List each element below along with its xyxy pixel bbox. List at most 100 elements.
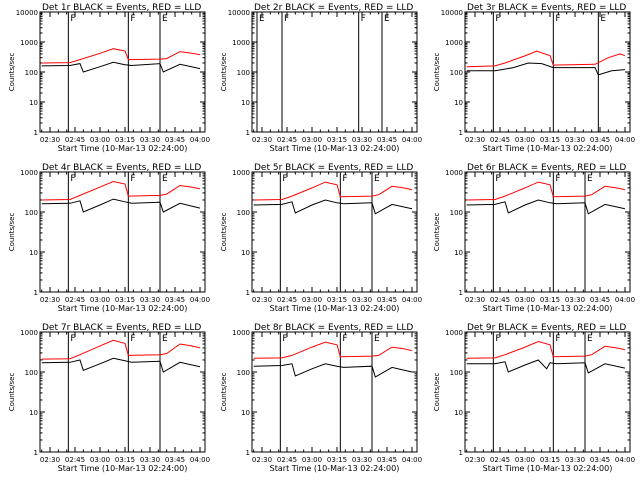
event-marker-label: F xyxy=(555,174,560,184)
y-tick-label: 10 xyxy=(454,409,463,417)
event-marker-label: F xyxy=(284,14,289,24)
panel-title: Det 1r BLACK = Events, RED = LLD xyxy=(42,3,201,13)
x-tick-label: 03:15 xyxy=(327,296,347,304)
x-tick-label: 03:15 xyxy=(540,136,560,144)
x-tick-label: 02:45 xyxy=(490,296,510,304)
x-tick-label: 03:15 xyxy=(327,456,347,464)
y-tick-label: 1 xyxy=(246,129,250,137)
x-tick-label: 03:45 xyxy=(165,136,185,144)
y-tick-label: 10 xyxy=(454,249,463,257)
event-marker-label: F xyxy=(495,14,500,24)
event-marker-label: E xyxy=(587,174,593,184)
y-tick-label: 1 xyxy=(246,449,250,457)
y-tick-label: 1000 xyxy=(20,169,38,177)
y-tick-label: 100 xyxy=(237,369,250,377)
detector-panel-1: Det 1r BLACK = Events, RED = LLD 1 10 100 10… xyxy=(8,3,210,153)
plot-frame xyxy=(251,331,418,453)
y-tick-label: 1 xyxy=(246,289,250,297)
y-tick-label: 100 xyxy=(25,209,38,217)
x-tick-label: 03:15 xyxy=(115,296,135,304)
x-axis-label: Start Time (10-Mar-13 02:24:00) xyxy=(483,464,613,473)
event-marker-label: E xyxy=(374,334,380,344)
panel-title: Det 2r BLACK = Events, RED = LLD xyxy=(254,3,413,13)
x-tick-label: 02:45 xyxy=(490,136,510,144)
x-tick-label: 02:30 xyxy=(40,456,60,464)
detector-panel-9: Det 9r BLACK = Events, RED = LLD 1 10 100 10… xyxy=(433,323,635,473)
series-line-lld xyxy=(41,48,201,64)
series-line-lld xyxy=(41,339,201,360)
series-line-lld xyxy=(253,181,413,201)
y-tick-label: 100 xyxy=(25,369,38,377)
detector-panel-2: Det 2r BLACK = Events, RED = LLD 1 10 100 10… xyxy=(220,3,422,153)
x-tick-label: 04:00 xyxy=(190,456,210,464)
event-marker-label: F xyxy=(342,334,347,344)
event-marker-label: F xyxy=(130,174,135,184)
x-tick-label: 02:30 xyxy=(465,456,485,464)
y-tick-label: 10000 xyxy=(16,9,38,17)
y-tick-label: 10 xyxy=(241,409,250,417)
x-tick-label: 02:45 xyxy=(277,456,297,464)
x-tick-label: 04:00 xyxy=(402,456,422,464)
y-tick-label: 1 xyxy=(34,289,38,297)
event-marker-label: F xyxy=(555,14,560,24)
event-marker-label: E xyxy=(587,334,593,344)
event-marker-label: F xyxy=(282,334,287,344)
x-tick-label: 04:00 xyxy=(190,296,210,304)
event-marker-label: E xyxy=(162,14,168,24)
y-axis-label: Counts/sec xyxy=(433,373,441,412)
panel-title: Det 4r BLACK = Events, RED = LLD xyxy=(42,163,201,173)
series-line-lld xyxy=(466,50,626,68)
y-tick-label: 10000 xyxy=(228,9,250,17)
y-axis-label: Counts/sec xyxy=(8,213,16,252)
x-tick-label: 03:30 xyxy=(140,136,160,144)
y-tick-label: 100 xyxy=(450,69,463,77)
y-tick-label: 1000 xyxy=(445,329,463,337)
panel-title: Det 9r BLACK = Events, RED = LLD xyxy=(467,323,626,333)
x-tick-label: 03:45 xyxy=(590,296,610,304)
x-tick-label: 02:30 xyxy=(40,296,60,304)
x-tick-label: 03:15 xyxy=(115,456,135,464)
event-marker-label: F xyxy=(130,14,135,24)
event-marker-label: F xyxy=(282,174,287,184)
series-line-events xyxy=(466,199,626,215)
x-tick-label: 02:30 xyxy=(465,136,485,144)
x-tick-label: 03:15 xyxy=(540,296,560,304)
y-tick-label: 100 xyxy=(450,369,463,377)
plot-frame xyxy=(464,11,631,133)
y-tick-label: 1000 xyxy=(445,39,463,47)
panel-title: Det 8r BLACK = Events, RED = LLD xyxy=(254,323,413,333)
x-tick-label: 02:30 xyxy=(252,136,272,144)
y-tick-label: 1 xyxy=(34,449,38,457)
detector-panel-8: Det 8r BLACK = Events, RED = LLD 1 10 100 10… xyxy=(220,323,422,473)
x-tick-label: 03:00 xyxy=(515,136,535,144)
x-tick-label: 04:00 xyxy=(615,136,635,144)
y-axis-label: Counts/sec xyxy=(433,53,441,92)
y-tick-label: 1 xyxy=(34,129,38,137)
event-marker-label: F xyxy=(361,14,366,24)
y-tick-label: 10 xyxy=(29,249,38,257)
panel-title: Det 7r BLACK = Events, RED = LLD xyxy=(42,323,201,333)
x-tick-label: 04:00 xyxy=(402,296,422,304)
x-tick-label: 03:15 xyxy=(115,136,135,144)
plot-frame xyxy=(39,171,206,293)
x-tick-label: 02:45 xyxy=(277,296,297,304)
y-tick-label: 1000 xyxy=(20,329,38,337)
x-tick-label: 02:45 xyxy=(65,136,85,144)
x-tick-label: 03:00 xyxy=(90,296,110,304)
x-tick-label: 04:00 xyxy=(615,456,635,464)
x-axis-label: Start Time (10-Mar-13 02:24:00) xyxy=(483,144,613,153)
x-tick-label: 03:00 xyxy=(515,296,535,304)
y-tick-label: 10 xyxy=(241,99,250,107)
x-axis-label: Start Time (10-Mar-13 02:24:00) xyxy=(270,144,400,153)
plot-frame xyxy=(39,11,206,133)
x-tick-label: 02:45 xyxy=(65,296,85,304)
y-tick-label: 100 xyxy=(450,209,463,217)
x-tick-label: 02:45 xyxy=(277,136,297,144)
x-tick-label: 03:00 xyxy=(90,136,110,144)
detector-panel-4: Det 4r BLACK = Events, RED = LLD 1 10 100 10… xyxy=(8,163,210,313)
x-axis-label: Start Time (10-Mar-13 02:24:00) xyxy=(483,304,613,313)
x-tick-label: 04:00 xyxy=(190,136,210,144)
y-axis-label: Counts/sec xyxy=(220,373,228,412)
x-tick-label: 03:30 xyxy=(140,456,160,464)
